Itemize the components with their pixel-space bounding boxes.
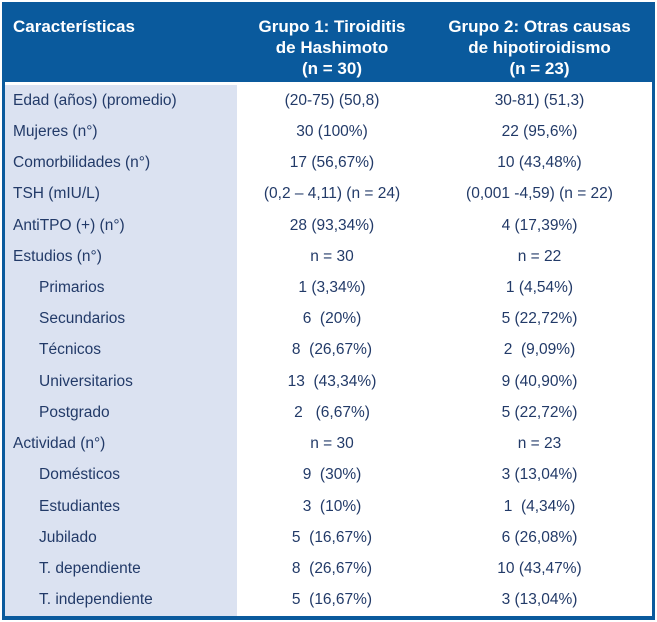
- table-row: TSH (mIU/L) (0,2 – 4,11) (n = 24) (0,001 -…: [5, 178, 652, 210]
- table-row: Postgrado 2 (6,67%) 5 (22,72%): [5, 397, 652, 429]
- table-row: Mujeres (n°) 30 (100%) 22 (95,6%): [5, 116, 652, 148]
- header-grupo-1: Grupo 1: Tiroiditis de Hashimoto (n = 30…: [258, 17, 406, 78]
- table-row: Jubilado 5 (16,67%) 6 (26,08%): [5, 522, 652, 554]
- row-label: Jubilado: [5, 522, 237, 554]
- table-body: Edad (años) (promedio) (20-75) (50,8) 30-8…: [5, 85, 652, 616]
- row-label: Universitarios: [5, 366, 237, 398]
- row-label: T. independiente: [5, 584, 237, 616]
- group2-value: n = 22: [517, 247, 562, 265]
- group1-value: 8 (26,67%): [291, 341, 373, 359]
- table-row: Domésticos 9 (30%) 3 (13,04%): [5, 459, 652, 492]
- row-label: Primarios: [5, 272, 237, 304]
- row-label: T. dependiente: [5, 553, 237, 585]
- table-row: Estudiantes 3 (10%) 1 (4,34%): [5, 491, 652, 523]
- row-label: Estudiantes: [5, 491, 237, 523]
- row-label: Técnicos: [5, 334, 237, 367]
- row-label: Edad (años) (promedio): [5, 85, 237, 117]
- table-row: AntiTPO (+) (n°) 28 (93,34%) 4 (17,39%): [5, 209, 652, 242]
- table-header-row: Características Grupo 1: Tiroiditis de H…: [5, 5, 652, 82]
- group2-value: 10 (43,47%): [497, 560, 582, 578]
- row-label: Actividad (n°): [5, 428, 237, 460]
- group2-value: 1 (4,34%): [503, 497, 576, 515]
- header-grupo-2: Grupo 2: Otras causas de hipotiroidismo …: [448, 17, 631, 78]
- header-caracteristicas: Características: [13, 17, 135, 36]
- row-label: Secundarios: [5, 303, 237, 335]
- group2-value: 2 (9,09%): [503, 341, 576, 359]
- group1-value: 3 (10%): [302, 497, 362, 515]
- row-label: Postgrado: [5, 397, 237, 429]
- group1-value: n = 30: [310, 435, 354, 453]
- group1-value: n = 30: [310, 247, 354, 265]
- group1-value: (20-75) (50,8): [284, 91, 380, 109]
- table-row: Primarios 1 (3,34%) 1 (4,54%): [5, 272, 652, 304]
- group2-value: 3 (13,04%): [501, 591, 578, 609]
- group1-value: 17 (56,67%): [289, 154, 375, 172]
- group1-value: 5 (16,67%): [291, 528, 373, 546]
- group1-value: 8 (26,67%): [291, 560, 373, 578]
- group2-value: 5 (22,72%): [501, 403, 578, 421]
- group2-value: 9 (40,90%): [501, 372, 578, 390]
- group1-value: 9 (30%): [302, 466, 362, 484]
- row-label: AntiTPO (+) (n°): [5, 209, 237, 242]
- group1-value: 2 (6,67%): [294, 403, 370, 421]
- table-row: T. dependiente 8 (26,67%) 10 (43,47%): [5, 553, 652, 585]
- row-label: TSH (mIU/L): [5, 178, 237, 210]
- row-label: Comorbilidades (n°): [5, 147, 237, 179]
- group2-value: (0,001 -4,59) (n = 22): [466, 185, 613, 203]
- table-row: Técnicos 8 (26,67%) 2 (9,09%): [5, 334, 652, 367]
- group1-value: 6 (20%): [302, 310, 362, 328]
- group2-value: 3 (13,04%): [501, 466, 578, 484]
- group1-value: 30 (100%): [296, 122, 368, 140]
- group2-value: n = 23: [517, 435, 562, 453]
- table-row: Secundarios 6 (20%) 5 (22,72%): [5, 303, 652, 335]
- row-label: Estudios (n°): [5, 241, 237, 273]
- table-row: Actividad (n°) n = 30 n = 23: [5, 428, 652, 460]
- group1-value: 1 (3,34%): [298, 279, 366, 297]
- table-row: Universitarios 13 (43,34%) 9 (40,90%): [5, 366, 652, 398]
- table-row: Edad (años) (promedio) (20-75) (50,8) 30-8…: [5, 85, 652, 117]
- table-row: Comorbilidades (n°) 17 (56,67%) 10 (43,48%…: [5, 147, 652, 179]
- group1-value: 28 (93,34%): [289, 216, 375, 234]
- group2-value: 1 (4,54%): [505, 279, 574, 297]
- group2-value: 30-81) (51,3): [494, 91, 585, 109]
- group1-value: (0,2 – 4,11) (n = 24): [263, 185, 401, 203]
- group2-value: 22 (95,6%): [501, 122, 578, 140]
- table-row: Estudios (n°) n = 30 n = 22: [5, 241, 652, 273]
- row-label: Mujeres (n°): [5, 116, 237, 148]
- group2-value: 6 (26,08%): [501, 528, 578, 546]
- group2-value: 5 (22,72%): [501, 310, 578, 328]
- row-label: Domésticos: [5, 459, 237, 492]
- group1-value: 13 (43,34%): [287, 372, 377, 390]
- group1-value: 5 (16,67%): [291, 591, 373, 609]
- group2-value: 4 (17,39%): [501, 216, 578, 234]
- table-row: T. independiente 5 (16,67%) 3 (13,04%): [5, 584, 652, 616]
- group2-value: 10 (43,48%): [497, 154, 582, 172]
